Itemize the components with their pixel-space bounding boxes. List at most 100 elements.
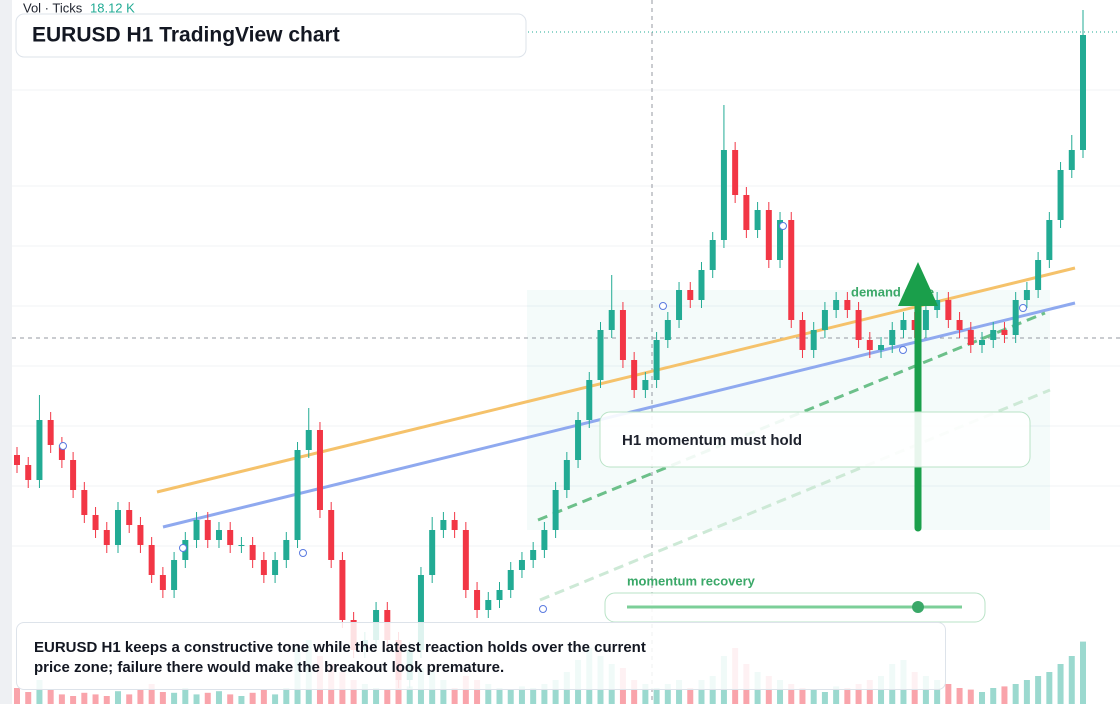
candle-body bbox=[1068, 150, 1075, 170]
candle-body bbox=[1035, 260, 1042, 290]
volume-bar bbox=[1046, 672, 1053, 704]
candle-body bbox=[305, 430, 312, 450]
candle-body bbox=[328, 510, 335, 560]
candle-body bbox=[810, 330, 817, 350]
volume-bar bbox=[945, 684, 952, 704]
volume-bar bbox=[81, 692, 88, 704]
candle-body bbox=[676, 290, 683, 320]
volume-bar bbox=[70, 696, 77, 704]
candle-body bbox=[518, 560, 525, 570]
candle-body bbox=[238, 545, 245, 546]
candle-body bbox=[114, 510, 121, 545]
volume-bar bbox=[238, 696, 245, 704]
candle-body bbox=[92, 515, 99, 530]
volume-bar bbox=[833, 686, 840, 704]
candle-body bbox=[103, 530, 110, 545]
candle-body bbox=[1023, 290, 1030, 300]
volume-bar bbox=[507, 689, 514, 704]
volume-bar bbox=[215, 691, 222, 704]
volume-bar bbox=[114, 691, 121, 704]
candle-body bbox=[204, 520, 211, 540]
volume-bar bbox=[518, 686, 525, 704]
volume-bar bbox=[462, 676, 469, 704]
volume-bar bbox=[350, 680, 357, 704]
candle-body bbox=[866, 340, 873, 350]
volume-bar bbox=[1035, 676, 1042, 704]
volume-bar bbox=[1001, 686, 1008, 704]
candle-body bbox=[765, 210, 772, 260]
volume-bar bbox=[687, 688, 694, 704]
candle-body bbox=[159, 575, 166, 590]
volume-bar bbox=[440, 680, 447, 704]
volume-bar bbox=[193, 694, 200, 704]
candle-body bbox=[171, 560, 178, 590]
volume-bar bbox=[799, 688, 806, 704]
volume-bar bbox=[137, 689, 144, 704]
candle-body bbox=[608, 310, 615, 330]
candle-body bbox=[777, 220, 784, 260]
volume-bar bbox=[956, 688, 963, 704]
candle-body bbox=[552, 490, 559, 530]
candle-body bbox=[429, 530, 436, 575]
volume-bar bbox=[14, 688, 20, 704]
volume-bar bbox=[765, 676, 772, 704]
candle-body bbox=[1001, 330, 1008, 335]
markers bbox=[59, 222, 1027, 613]
candle-body bbox=[732, 150, 739, 195]
volume-bar bbox=[777, 680, 784, 704]
volume-bar bbox=[361, 684, 368, 704]
candle-body bbox=[956, 320, 963, 330]
candle-body bbox=[575, 420, 582, 460]
candle-body bbox=[900, 320, 907, 330]
volume-bar bbox=[642, 684, 649, 704]
candle-body bbox=[878, 345, 885, 350]
volume-bar bbox=[552, 680, 559, 704]
candle-body bbox=[215, 530, 222, 540]
volume-bar bbox=[204, 692, 211, 704]
volume-bar bbox=[148, 684, 155, 704]
candle-body bbox=[58, 445, 65, 460]
volume-bar bbox=[272, 694, 279, 704]
candle-body bbox=[979, 340, 986, 345]
candle-body bbox=[1046, 220, 1053, 260]
volume-bar bbox=[92, 694, 99, 704]
candle-body bbox=[417, 575, 424, 650]
volume-bar bbox=[474, 680, 481, 704]
summary-text: EURUSD H1 keeps a constructive tone whil… bbox=[34, 639, 646, 676]
candle-body bbox=[844, 300, 851, 310]
volume-bar bbox=[967, 689, 974, 704]
candle-body bbox=[260, 560, 267, 575]
candle-body bbox=[440, 520, 447, 530]
candle-body bbox=[126, 510, 133, 525]
volume-bar bbox=[676, 680, 683, 704]
volume-bar bbox=[709, 676, 716, 704]
volume-bar bbox=[126, 694, 133, 704]
volume-bar bbox=[855, 684, 862, 704]
candle-body bbox=[1080, 35, 1086, 150]
volume-bar bbox=[406, 686, 413, 704]
candle-body bbox=[821, 310, 828, 330]
volume-bar bbox=[171, 692, 178, 704]
volume-bar bbox=[934, 680, 941, 704]
volume-bar bbox=[541, 684, 548, 704]
volume-bar bbox=[1023, 680, 1030, 704]
candle-body bbox=[597, 330, 604, 380]
volume-bar bbox=[1068, 656, 1075, 704]
slider-knob bbox=[912, 601, 924, 613]
candle-body bbox=[474, 590, 481, 610]
candle-body bbox=[720, 150, 727, 240]
candle-body bbox=[1057, 170, 1064, 220]
volume-bar bbox=[664, 684, 671, 704]
volume-bar bbox=[103, 696, 110, 704]
volume-bar bbox=[979, 692, 986, 704]
candle-body bbox=[709, 240, 716, 270]
volume-bar bbox=[866, 680, 873, 704]
volume-bar bbox=[58, 694, 65, 704]
callout-text: H1 momentum must hold bbox=[622, 432, 802, 449]
candle-body bbox=[754, 210, 761, 230]
candle-body bbox=[619, 310, 626, 360]
volume-bar bbox=[1012, 684, 1019, 704]
candle-body bbox=[485, 600, 492, 610]
candle-body bbox=[743, 195, 750, 230]
